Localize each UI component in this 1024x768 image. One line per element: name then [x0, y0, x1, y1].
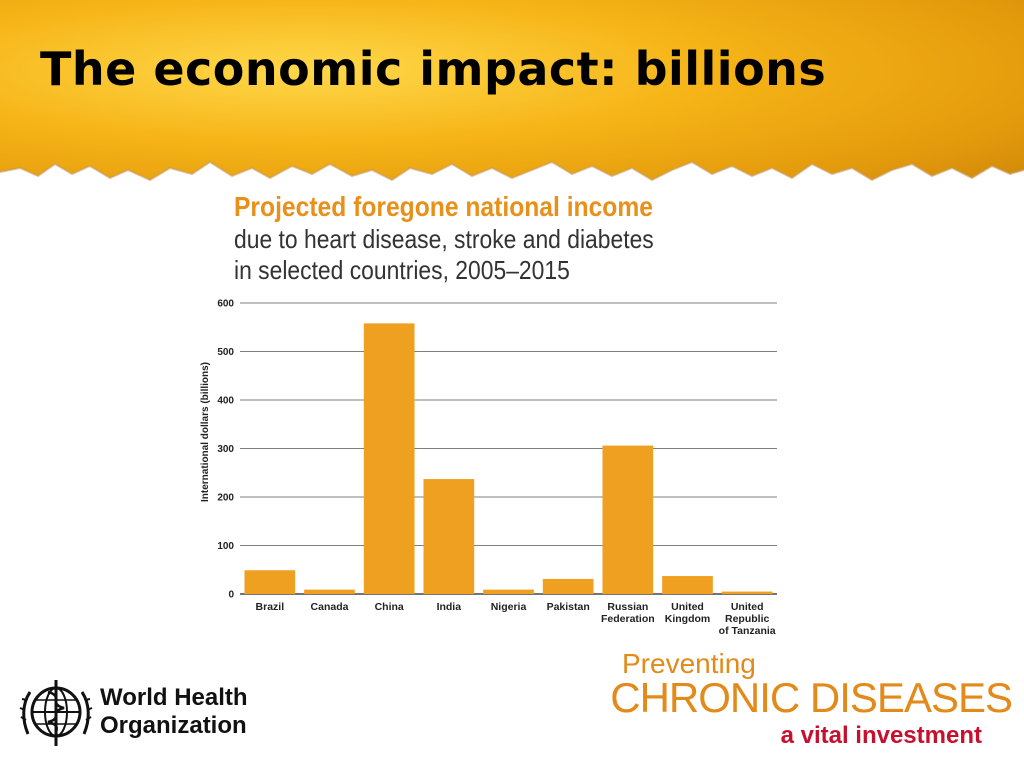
who-name: World Health Organization: [100, 684, 248, 740]
y-tick-label: 0: [228, 590, 234, 601]
bar: [662, 576, 713, 594]
chart-subtitle-line-2: in selected countries, 2005–2015: [234, 255, 570, 285]
campaign-logo: Preventing CHRONIC DISEASES a vital inve…: [592, 648, 1013, 758]
bars: [244, 323, 773, 594]
x-tick-label: Brazil: [256, 601, 285, 613]
chart-title: Projected foregone national income: [234, 191, 653, 222]
bar: [542, 578, 594, 594]
gridlines: [240, 302, 777, 595]
bar: [244, 570, 296, 594]
bar: [602, 445, 654, 594]
chart-subtitle-line-1: due to heart disease, stroke and diabete…: [234, 224, 654, 254]
campaign-line-1: Preventing: [622, 648, 756, 679]
slide-title: The economic impact: billions: [40, 42, 827, 96]
x-tick-label: Canada: [311, 601, 349, 613]
y-tick-label: 200: [217, 493, 234, 504]
bar: [721, 591, 773, 594]
who-logo: World Health Organization: [18, 676, 248, 750]
chart-heading: Projected foregone national income due t…: [234, 190, 711, 286]
x-tick-label: India: [437, 601, 462, 613]
x-tick-labels: Brazil Canada China India Nigeria Pakistan Rus…: [256, 601, 776, 637]
x-tick-label: United Republic of Tanzania: [719, 601, 776, 637]
bar: [483, 589, 534, 594]
x-tick-label: China: [375, 601, 404, 613]
bar: [423, 479, 475, 594]
y-tick-label: 300: [217, 444, 234, 455]
x-tick-label: United Kingdom: [665, 601, 711, 625]
y-axis-label: International dollars (billions): [200, 362, 211, 502]
bar: [304, 589, 355, 594]
who-emblem-icon: [19, 680, 93, 746]
bar: [363, 323, 415, 594]
x-tick-label: Russian Federation: [601, 601, 655, 625]
x-tick-label: Pakistan: [547, 601, 590, 613]
campaign-line-2: CHRONIC DISEASES: [610, 674, 1013, 721]
y-tick-label: 400: [217, 396, 234, 407]
chart-figure: Projected foregone national income due t…: [196, 184, 780, 640]
header-band: [0, 0, 1024, 200]
bar-chart: 0 100 200 300 400 500 600 Brazil Canada China Ind…: [200, 299, 777, 637]
who-name-line-1: World Health: [100, 684, 248, 711]
y-tick-label: 100: [217, 541, 234, 552]
y-tick-label: 600: [217, 299, 234, 310]
x-tick-label: Nigeria: [491, 601, 527, 613]
y-tick-labels: 0 100 200 300 400 500 600: [217, 299, 234, 601]
who-name-line-2: Organization: [100, 712, 247, 739]
campaign-line-3: a vital investment: [780, 722, 982, 749]
y-tick-label: 500: [217, 347, 234, 358]
